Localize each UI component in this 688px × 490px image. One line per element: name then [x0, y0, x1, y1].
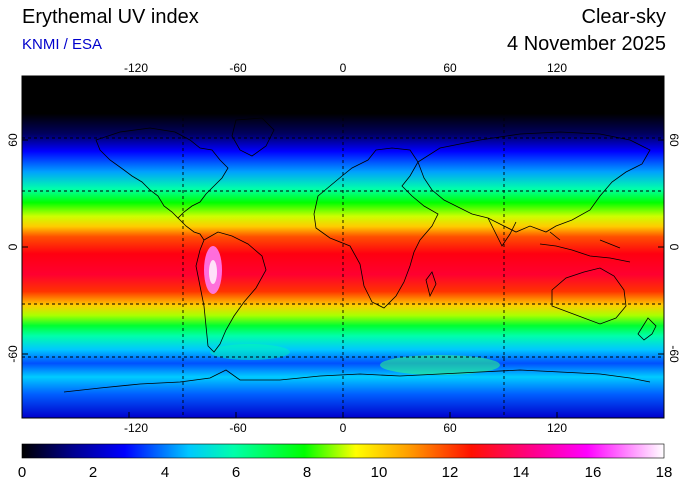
madagascar-coastline	[425, 271, 437, 298]
lat-label-right: 0	[667, 244, 681, 251]
colorbar	[21, 443, 665, 459]
colorbar-tick-label: 4	[160, 464, 170, 481]
lat-label-left: -60	[6, 345, 20, 363]
indian-peninsula-coastline	[487, 217, 517, 247]
europe-africa-coastline	[313, 147, 439, 309]
colorbar-tick-label: 18	[655, 464, 673, 481]
australia-coastline	[551, 267, 627, 325]
lat-label-left: 60	[6, 133, 20, 147]
data-source-label: KNMI / ESA	[22, 36, 103, 53]
lat-label-left: 0	[6, 243, 20, 250]
map-title: Erythemal UV index	[22, 6, 199, 28]
indonesia-coastline	[539, 231, 631, 263]
lon-label-top: -120	[124, 61, 148, 75]
south-america-coastline	[195, 231, 267, 353]
sky-mode-label: Clear-sky	[581, 6, 666, 28]
lon-label-top: 120	[547, 61, 567, 75]
date-label: 4 November 2025	[507, 33, 666, 55]
lon-label-top: 60	[443, 61, 457, 75]
north-america-coastline	[95, 127, 229, 219]
lon-label-bottom: -120	[124, 421, 148, 435]
lat-label-right: -60	[667, 345, 681, 363]
lon-label-bottom: 120	[547, 421, 567, 435]
lon-label-bottom: -60	[229, 421, 247, 435]
colorbar-tick-label: 0	[17, 464, 27, 481]
colorbar-tick-label: 6	[231, 464, 241, 481]
andes-peak-uv-area	[209, 260, 217, 284]
central-america-coastline	[177, 217, 205, 241]
asia-coastline	[417, 131, 651, 233]
lon-label-bottom: 60	[443, 421, 457, 435]
lon-label-top: 0	[340, 61, 347, 75]
colorbar-tick-label: 2	[88, 464, 98, 481]
frame-ticks	[22, 76, 664, 418]
coastlines	[63, 117, 657, 393]
graticule	[22, 76, 664, 418]
antarctic-uv-area	[380, 355, 500, 375]
colorbar-tick-label: 8	[302, 464, 312, 481]
lon-label-bottom: 0	[340, 421, 347, 435]
antarctica-coastline	[63, 369, 651, 393]
colorbar-tick-label: 10	[370, 464, 388, 481]
south-atlantic-uv-area	[210, 344, 290, 360]
lat-label-right: 60	[667, 133, 681, 147]
colorbar-tick-label: 16	[584, 464, 602, 481]
colorbar-tick-label: 14	[512, 464, 530, 481]
new-zealand-coastline	[637, 317, 657, 341]
lon-label-top: -60	[229, 61, 247, 75]
colorbar-tick-label: 12	[441, 464, 459, 481]
